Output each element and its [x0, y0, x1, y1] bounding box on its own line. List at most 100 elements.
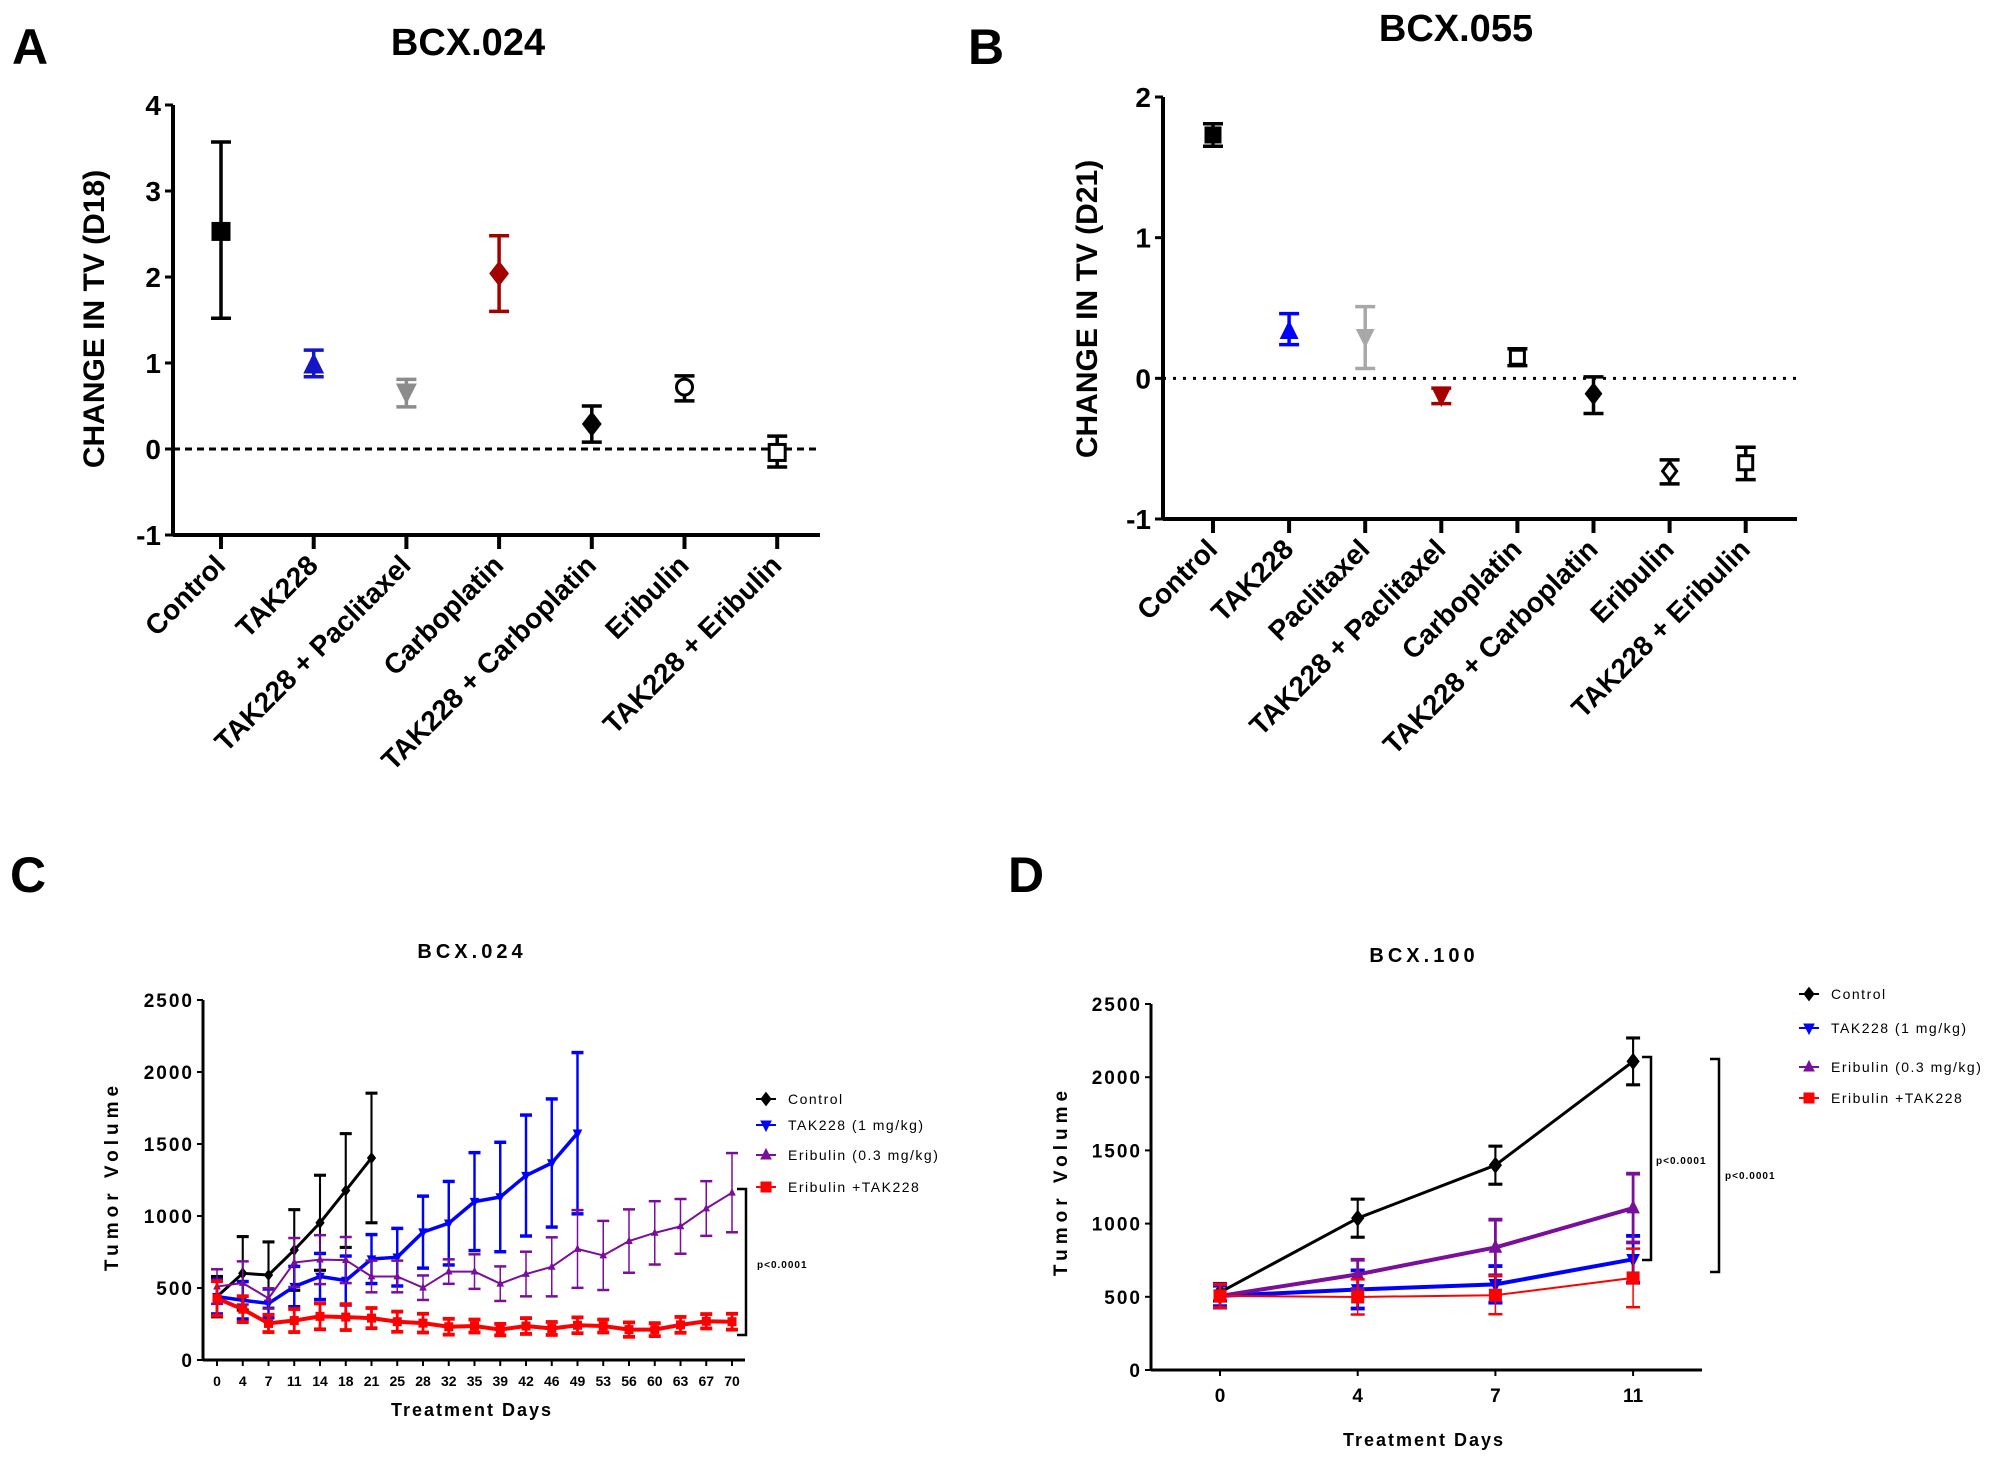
series-line: [1219, 1206, 1634, 1298]
chart-title: BCX.024: [391, 22, 545, 64]
triangle-down-marker: [418, 1228, 428, 1239]
series-line: [1219, 1060, 1635, 1294]
x-tick-label: 21: [364, 1373, 380, 1389]
x-tick-label: 11: [1623, 1386, 1644, 1407]
square-marker: [1213, 1289, 1227, 1303]
square-marker: [598, 1321, 608, 1331]
y-tick-label: 0: [1129, 1361, 1142, 1382]
square-marker: [1508, 348, 1526, 366]
square-marker: [1488, 1288, 1502, 1302]
legend-item: Control: [756, 1091, 844, 1107]
diamond-marker: [581, 411, 602, 437]
diamond-marker: [341, 1184, 351, 1197]
data-point-group: [1507, 347, 1528, 368]
y-axis-title: CHANGE IN TV (D21): [1071, 160, 1104, 458]
legend-item: TAK228 (1 mg/kg): [756, 1117, 925, 1133]
x-tick-label: 14: [312, 1373, 328, 1389]
y-tick-label: 1000: [1092, 1215, 1142, 1236]
square-marker: [624, 1325, 634, 1335]
legend-label: TAK228 (1 mg/kg): [1831, 1020, 1968, 1036]
triangle-up-marker: [760, 1147, 772, 1160]
diamond-marker: [1584, 382, 1603, 406]
triangle-down-marker: [469, 1197, 480, 1208]
square-marker: [521, 1321, 531, 1331]
square-marker: [701, 1316, 711, 1326]
triangle-up-marker: [238, 1278, 247, 1286]
square-marker: [392, 1317, 402, 1327]
y-tick-label: 0: [145, 434, 161, 465]
x-axis-title: Treatment Days: [391, 1400, 553, 1420]
x-axis-title: Treatment Days: [1343, 1430, 1505, 1450]
data-point-group: [1659, 458, 1680, 486]
square-marker: [367, 1313, 376, 1323]
diamond-marker: [760, 1091, 772, 1107]
square-marker: [470, 1321, 479, 1331]
panel-letter-a: A: [12, 19, 48, 75]
x-tick-label: 63: [673, 1373, 689, 1389]
legend-label: Eribulin (0.3 mg/kg): [788, 1147, 939, 1163]
y-tick-label: 0: [181, 1351, 194, 1372]
y-tick-label: -1: [1126, 504, 1151, 535]
series-eribulin-tak228: [211, 1279, 738, 1339]
legend-label: TAK228 (1 mg/kg): [788, 1117, 925, 1133]
data-point-group: [211, 140, 231, 321]
x-tick-label: 4: [239, 1373, 247, 1389]
legend-label: Control: [788, 1091, 844, 1107]
diamond-marker: [1626, 1052, 1640, 1071]
y-axis-title: Tumor Volume: [102, 1081, 123, 1271]
y-tick-label: 2: [145, 262, 161, 293]
legend-item: Eribulin +TAK228: [1799, 1090, 1962, 1106]
triangle-up-marker: [316, 1254, 324, 1263]
x-tick-label: 56: [621, 1373, 637, 1389]
x-tick-label: 7: [1490, 1386, 1501, 1407]
diamond-marker: [315, 1216, 325, 1229]
square-marker: [650, 1325, 660, 1335]
square-marker: [676, 1320, 685, 1330]
data-point-group: [767, 434, 788, 469]
triangle-down-marker: [1355, 329, 1375, 348]
square-marker: [495, 1325, 505, 1335]
panel-letter-b: B: [968, 19, 1004, 75]
square-marker: [727, 1317, 737, 1327]
triangle-up-marker: [522, 1269, 530, 1277]
square-marker: [264, 1318, 273, 1328]
series-eribulin-tak228: [1213, 1247, 1641, 1316]
x-tick-label: 49: [570, 1373, 586, 1389]
triangle-up-marker: [702, 1203, 711, 1212]
triangle-up-marker: [470, 1266, 479, 1275]
square-marker: [1204, 126, 1222, 144]
triangle-down-marker: [572, 1129, 583, 1140]
x-tick-label: 35: [467, 1373, 483, 1389]
data-point-group: [1431, 386, 1452, 407]
triangle-up-marker: [303, 352, 325, 374]
triangle-down-marker: [395, 383, 417, 405]
panel-d-chart: BCX.100 Tumor Volume Treatment Days p<0.…: [1051, 945, 1981, 1450]
triangle-down-marker: [521, 1171, 531, 1182]
data-point-group: [1735, 445, 1756, 482]
square-marker: [211, 221, 231, 241]
legend-item: Eribulin +TAK228: [756, 1179, 920, 1195]
chart-title: BCX.055: [1379, 8, 1533, 50]
square-marker: [418, 1318, 428, 1328]
x-tick-label: 7: [265, 1373, 273, 1389]
triangle-up-marker: [419, 1282, 427, 1291]
y-tick-label: 1: [1135, 223, 1151, 254]
triangle-down-marker: [760, 1120, 772, 1133]
triangle-up-marker: [1488, 1239, 1503, 1253]
x-tick-label: 60: [647, 1373, 663, 1389]
legend-item: Control: [1799, 986, 1885, 1002]
data-point-group: [581, 404, 602, 444]
x-tick-label: 0: [213, 1373, 221, 1389]
triangle-up-marker: [625, 1236, 633, 1244]
legend-item: Eribulin (0.3 mg/kg): [1799, 1059, 1981, 1075]
data-point-group: [303, 348, 325, 379]
y-tick-label: 500: [1104, 1288, 1142, 1309]
triangle-down-marker: [546, 1159, 557, 1169]
y-tick-label: -1: [136, 520, 161, 551]
y-tick-label: 4: [145, 90, 161, 121]
legend-label: Eribulin +TAK228: [788, 1179, 920, 1195]
panel-letter-c: C: [10, 847, 46, 903]
series-line: [1219, 1276, 1634, 1298]
diamond-marker: [1803, 986, 1815, 1002]
